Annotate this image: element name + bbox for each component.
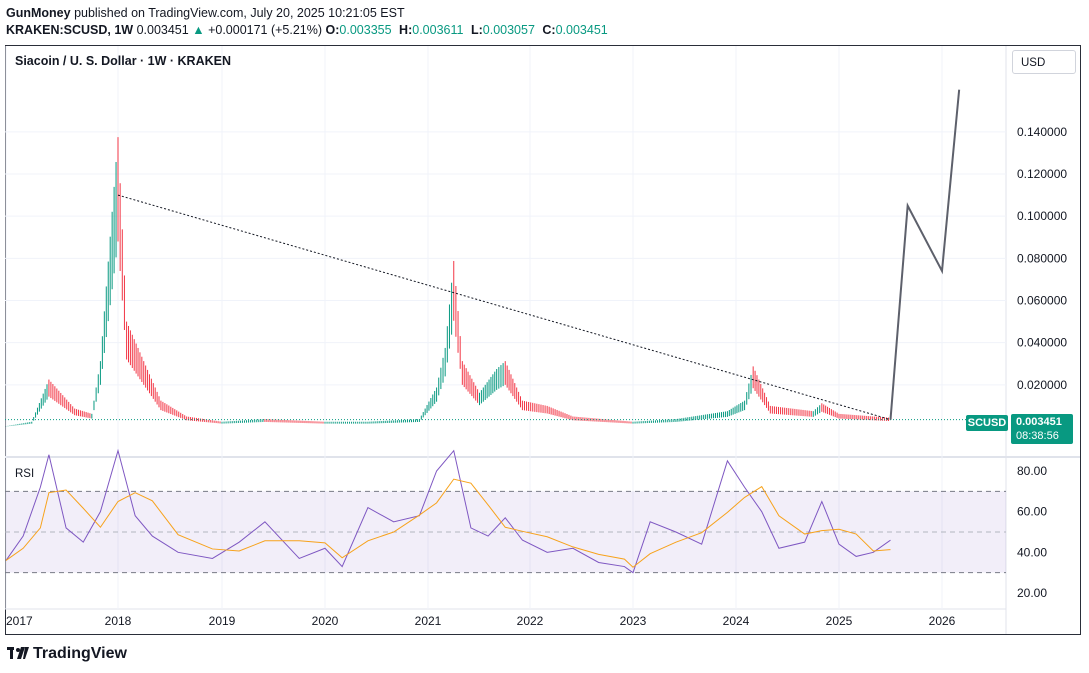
rsi-tick-label: 60.00 xyxy=(1017,505,1047,519)
year-tick-label: 2025 xyxy=(826,614,853,628)
year-tick-label: 2017 xyxy=(6,614,33,628)
currency-selector[interactable]: USD xyxy=(1012,50,1076,74)
price-change: +0.000171 (+5.21%) xyxy=(208,23,323,37)
tradingview-logo-icon xyxy=(7,647,29,659)
open-label: O: xyxy=(325,23,340,37)
year-tick-label: 2020 xyxy=(312,614,339,628)
year-tick-label: 2022 xyxy=(517,614,544,628)
open-value: 0.003355 xyxy=(339,23,392,37)
high-label: H: xyxy=(399,23,413,37)
projection-path xyxy=(889,89,961,420)
price-tick-label: 0.140000 xyxy=(1017,125,1067,139)
close-label: C: xyxy=(542,23,556,37)
rsi-tick-label: 40.00 xyxy=(1017,545,1047,559)
up-arrow-icon: ▲ xyxy=(192,23,205,37)
published-text: published on TradingView.com, July 20, 2… xyxy=(74,6,405,20)
price-tick-label: 0.120000 xyxy=(1017,167,1067,181)
year-tick-label: 2024 xyxy=(723,614,750,628)
rsi-band-background xyxy=(6,491,1006,573)
year-tick-label: 2023 xyxy=(620,614,647,628)
price-tick-label: 0.040000 xyxy=(1017,336,1067,350)
rsi-tick-label: 80.00 xyxy=(1017,464,1047,478)
price-tick-label: 0.100000 xyxy=(1017,209,1067,223)
symbol-price-tag: SCUSD xyxy=(966,415,1008,431)
low-label: L: xyxy=(470,23,483,37)
close-value: 0.003451 xyxy=(555,23,608,37)
bar-countdown: 08:38:56 xyxy=(1016,430,1059,442)
high-value: 0.003611 xyxy=(412,23,464,37)
ohlc-line: KRAKEN:SCUSD, 1W 0.003451 ▲ +0.000171 (+… xyxy=(6,22,612,38)
price-tick-label: 0.060000 xyxy=(1017,294,1067,308)
tradingview-logo[interactable]: TradingView xyxy=(7,645,127,663)
year-tick-label: 2019 xyxy=(209,614,236,628)
rsi-line xyxy=(5,448,891,574)
tradingview-wordmark: TradingView xyxy=(33,645,127,662)
rsi-tick-label: 20.00 xyxy=(1017,586,1047,600)
rsi-moving-average xyxy=(5,478,891,568)
last-price-tag-value: 0.003451 xyxy=(1016,416,1062,428)
descending-trendline xyxy=(117,194,891,421)
publish-line: GunMoney published on TradingView.com, J… xyxy=(6,5,405,21)
price-tick-label: 0.080000 xyxy=(1017,251,1067,265)
year-tick-label: 2026 xyxy=(929,614,956,628)
price-tick-label: 0.020000 xyxy=(1017,378,1067,392)
low-value: 0.003057 xyxy=(482,23,535,37)
last-price-tag: 0.003451 08:38:56 xyxy=(1011,414,1073,444)
chart-title: Siacoin / U. S. Dollar · 1W · KRAKEN xyxy=(15,54,231,68)
last-price: 0.003451 xyxy=(136,23,189,37)
symbol-label: KRAKEN:SCUSD, 1W xyxy=(6,23,134,37)
year-tick-label: 2021 xyxy=(415,614,442,628)
author-name[interactable]: GunMoney xyxy=(6,6,71,20)
rsi-indicator-label[interactable]: RSI xyxy=(15,468,35,480)
year-tick-label: 2018 xyxy=(105,614,132,628)
